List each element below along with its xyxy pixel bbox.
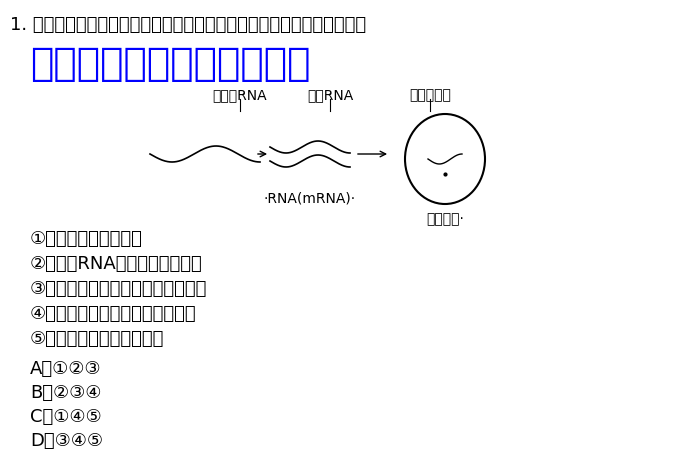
Text: 子代RNA: 子代RNA xyxy=(307,88,353,102)
Text: ③病毒具有引起人体免疫反应的抗原: ③病毒具有引起人体免疫反应的抗原 xyxy=(30,279,207,298)
Text: ④增殖过程需要宿主细胞提供能量: ④增殖过程需要宿主细胞提供能量 xyxy=(30,304,197,322)
Text: ①增殖的原料来自细菌: ①增殖的原料来自细菌 xyxy=(30,229,143,248)
Text: ②催化＋RNA合成的是逆转录酶: ②催化＋RNA合成的是逆转录酶 xyxy=(30,255,203,272)
Text: 微信公众号关注：趣找答案: 微信公众号关注：趣找答案 xyxy=(30,45,311,83)
Text: B．②③④: B．②③④ xyxy=(30,383,101,401)
Text: D．③④⑤: D．③④⑤ xyxy=(30,431,103,449)
Text: ⑤在生态系统中属于消费者: ⑤在生态系统中属于消费者 xyxy=(30,329,164,347)
Text: 1. 如图是甲型流感病毒的增殖过程，下列与该病毒相关的叙述，正确的是: 1. 如图是甲型流感病毒的增殖过程，下列与该病毒相关的叙述，正确的是 xyxy=(10,16,366,34)
Text: A．①②③: A．①②③ xyxy=(30,359,101,377)
Text: 衣壳蛋白质: 衣壳蛋白质 xyxy=(409,88,451,102)
Text: ·RNA(mRNA)·: ·RNA(mRNA)· xyxy=(264,192,356,206)
Text: 完整病毒·: 完整病毒· xyxy=(426,211,464,226)
Text: 病毒的RNA: 病毒的RNA xyxy=(213,88,267,102)
Text: C．①④⑤: C．①④⑤ xyxy=(30,407,101,425)
